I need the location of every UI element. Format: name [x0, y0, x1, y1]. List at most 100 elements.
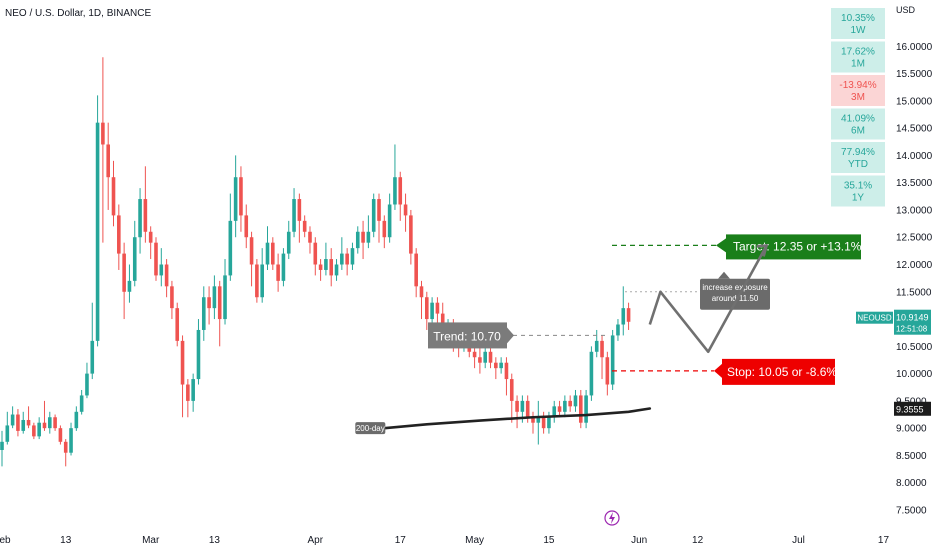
perf-cell-box	[831, 75, 885, 106]
perf-cell-pct: 10.35%	[841, 13, 875, 24]
price-tick-label: 15.5000	[896, 69, 932, 80]
time-tick-label: Jul	[792, 535, 805, 546]
perf-cell-box	[831, 8, 885, 39]
candle-body	[63, 441, 68, 453]
time-tick-label: 17	[878, 535, 890, 546]
currency-label: USD	[896, 5, 916, 15]
time-tick-label: 12	[692, 535, 704, 546]
price-tick-label: 10.5000	[896, 342, 932, 353]
candle-body	[621, 308, 626, 325]
candle-body	[594, 340, 599, 352]
candle-body	[271, 242, 275, 265]
price-tick-label: 11.5000	[896, 287, 932, 298]
time-tick-label: 13	[209, 535, 221, 546]
exposure-note-line1: increase exposure	[702, 283, 768, 292]
candle-body	[90, 340, 95, 374]
candle-body	[37, 422, 41, 437]
candle-body	[329, 259, 334, 276]
time-tick-label: Feb	[0, 535, 11, 546]
candle-body	[239, 177, 243, 216]
candle-body	[409, 215, 413, 254]
candle-body	[228, 220, 233, 276]
candle-body	[366, 231, 371, 243]
candle-body	[69, 428, 73, 453]
candle-body	[255, 264, 259, 298]
price-tick-label: 8.0000	[896, 478, 927, 489]
candle-body	[340, 253, 344, 265]
time-axis[interactable]: Feb 13 Mar 13 Apr 17 May 15 Jun 12 Jul 17	[0, 535, 889, 546]
candle-body	[525, 400, 530, 418]
candle-body	[600, 340, 604, 358]
candle-body	[79, 395, 84, 412]
exposure-note-box	[700, 278, 770, 310]
candle-body	[387, 204, 392, 238]
performance-panel: 10.35%1W 17.62%1M -13.94%3M 41.09%6M 77.94%Y…	[831, 8, 885, 207]
stop-arrow	[714, 363, 722, 378]
target-arrow	[716, 238, 726, 253]
bar-countdown: 12:51:08	[896, 325, 928, 334]
time-tick-label: 15	[543, 535, 555, 546]
candle-body	[5, 425, 10, 442]
sma-200-label: 200-day	[356, 424, 385, 433]
candle-body	[249, 237, 254, 265]
perf-cell-pct: 17.62%	[841, 47, 875, 58]
candle-body	[398, 177, 403, 205]
sma-price-value: 9.3555	[896, 404, 924, 414]
perf-cell-period: YTD	[848, 159, 868, 170]
current-price-value: 10.9149	[896, 313, 929, 323]
perf-cell-period: 6M	[851, 126, 865, 137]
price-tick-label: 12.0000	[896, 260, 932, 271]
candle-body	[111, 177, 116, 216]
candle-body	[355, 231, 360, 249]
candle-body	[382, 220, 387, 238]
candle-body	[175, 308, 180, 341]
candle-body	[148, 231, 153, 243]
candle-body	[265, 242, 270, 265]
stop-label-box	[722, 358, 835, 385]
sma-200-label-box	[355, 422, 386, 435]
candle-body	[345, 253, 349, 265]
candle-body	[154, 242, 158, 276]
candle-body	[106, 144, 110, 178]
candle-body	[318, 264, 323, 270]
time-tick-label: 17	[395, 535, 407, 546]
candle-body	[350, 248, 355, 265]
lightning-icon[interactable]	[604, 510, 620, 526]
candle-body	[334, 264, 339, 276]
candle-body	[313, 242, 318, 265]
candle-body	[520, 400, 525, 412]
perf-cell-box	[831, 41, 885, 73]
perf-cell-pct: 77.94%	[841, 147, 875, 158]
chart-title: NEO / U.S. Dollar, 1D, BINANCE	[5, 8, 151, 19]
candle-body	[626, 308, 631, 322]
price-tick-label: 15.0000	[896, 96, 932, 107]
candle-body	[509, 379, 514, 401]
candle-body	[547, 417, 551, 429]
candle-body	[531, 417, 535, 423]
candle-body	[605, 357, 610, 385]
candle-body	[159, 264, 164, 276]
perf-cell-pct: -13.94%	[839, 80, 876, 91]
candle-body	[403, 204, 408, 216]
target-label-box	[726, 234, 861, 260]
candle-body	[74, 411, 79, 429]
trend-label: Trend: 10.70	[433, 329, 501, 343]
time-tick-label: Mar	[142, 535, 160, 546]
candle-body	[21, 419, 26, 431]
sma-200-line	[383, 407, 652, 430]
time-tick-label: Apr	[308, 535, 324, 546]
candle-body	[233, 177, 238, 221]
price-axis[interactable]: 16.0000 15.5000 15.0000 14.5000 14.0000 13.50…	[856, 42, 932, 517]
candle-body	[297, 199, 302, 221]
perf-cell-box	[831, 142, 885, 173]
target-label: Target: 12.35 or +13.1%	[733, 239, 862, 253]
perf-cell-period: 1M	[851, 59, 865, 70]
exposure-note-line2: around 11.50	[712, 294, 759, 303]
candle-body	[584, 395, 588, 423]
candle-body	[127, 280, 132, 292]
candle-body	[223, 275, 227, 320]
perf-cell-box	[831, 175, 885, 207]
candles-layer	[0, 57, 631, 467]
candle-body	[101, 122, 105, 145]
